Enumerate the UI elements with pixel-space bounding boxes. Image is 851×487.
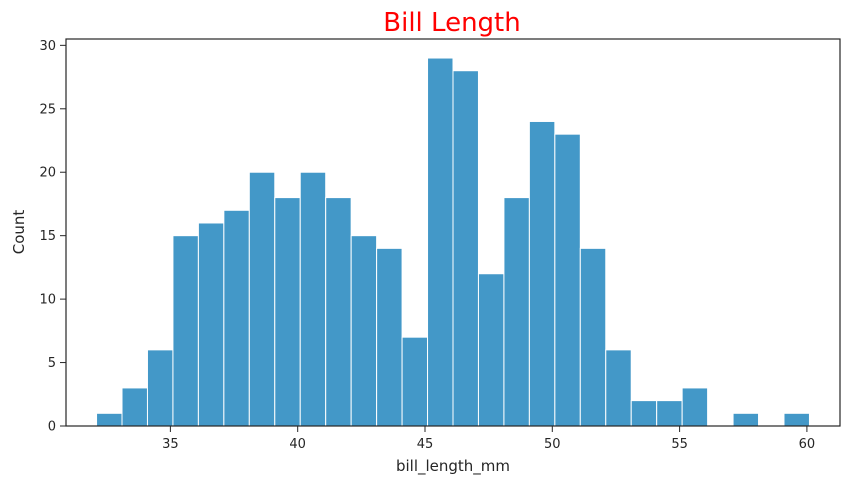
plot-frame	[65, 38, 841, 427]
histogram-bar	[197, 222, 225, 427]
x-tick-label: 60	[799, 437, 816, 452]
histogram-bar	[325, 197, 352, 427]
histogram-bar	[681, 387, 709, 427]
y-tick-label: 30	[39, 39, 56, 54]
y-tick-label: 0	[48, 420, 56, 435]
x-tick-label: 55	[671, 437, 688, 452]
y-tick-label: 25	[39, 102, 56, 117]
histogram-bar	[401, 336, 429, 427]
y-axis-ticks: 0 5 10 15 20 25 30	[39, 39, 66, 435]
histogram-bar	[503, 197, 530, 427]
chart-title: Bill Length	[383, 8, 520, 38]
x-axis-label: bill_length_mm	[396, 457, 510, 476]
histogram-bar	[248, 171, 276, 427]
histogram-bar	[427, 57, 454, 427]
histogram-bar	[96, 412, 123, 427]
histogram-bar	[452, 70, 479, 427]
histogram-bar	[528, 120, 556, 427]
histogram-bar	[223, 209, 250, 427]
histogram-bar	[630, 400, 658, 427]
histogram-bar	[172, 235, 199, 427]
histogram-bar	[656, 400, 683, 427]
histogram-bar	[732, 412, 760, 427]
y-tick-label: 10	[39, 293, 56, 308]
histogram-bar	[274, 197, 301, 427]
histogram-bar	[554, 133, 581, 427]
histogram-bar	[783, 412, 810, 427]
histogram-bar	[121, 387, 148, 427]
y-tick-label: 20	[39, 166, 56, 181]
histogram-bar	[579, 247, 607, 427]
histogram-bar	[477, 273, 505, 427]
x-tick-label: 35	[162, 437, 179, 452]
y-axis-label: Count	[10, 210, 28, 255]
histogram-bar	[605, 349, 632, 427]
x-axis-ticks: 35 40 45 50 55 60	[162, 426, 815, 452]
histogram-bar	[299, 171, 327, 427]
x-tick-label: 50	[544, 437, 561, 452]
bars-group	[96, 57, 810, 427]
x-tick-label: 40	[289, 437, 306, 452]
y-tick-label: 15	[39, 229, 56, 244]
histogram-bar	[146, 349, 174, 427]
histogram-bar	[376, 247, 403, 427]
histogram-bar	[350, 235, 378, 427]
y-tick-label: 5	[48, 356, 56, 371]
x-tick-label: 45	[417, 437, 434, 452]
